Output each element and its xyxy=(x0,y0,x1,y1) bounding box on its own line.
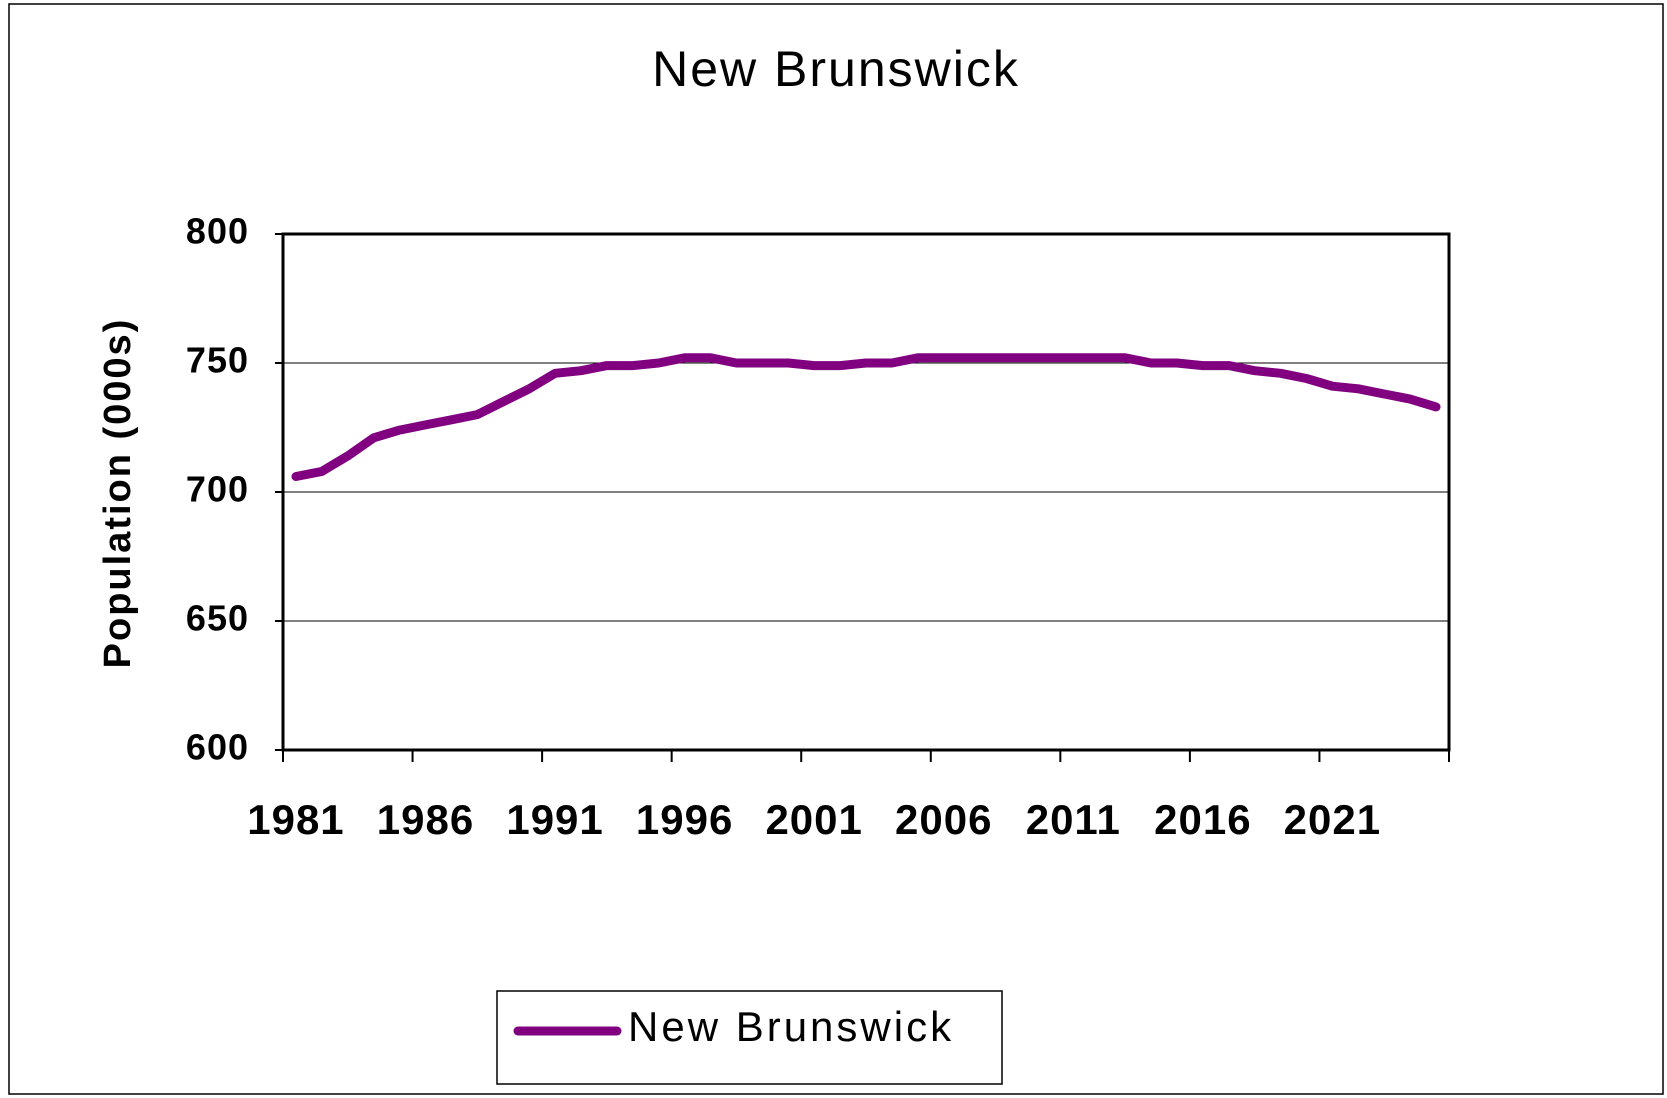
x-tick-label: 1986 xyxy=(377,796,474,843)
chart-title: New Brunswick xyxy=(652,41,1020,97)
plot-area xyxy=(281,232,1451,752)
chart-frame xyxy=(8,3,1664,1095)
x-tick-label: 2006 xyxy=(895,796,992,843)
x-tick-label: 2001 xyxy=(765,796,862,843)
x-tick-label: 2016 xyxy=(1154,796,1251,843)
x-tick-label: 1996 xyxy=(636,796,733,843)
x-tick-label: 2021 xyxy=(1284,796,1381,843)
line-series xyxy=(291,353,1441,481)
y-tick-label: 800 xyxy=(186,211,249,252)
y-tick-label: 750 xyxy=(186,340,249,381)
x-tick-label: 1981 xyxy=(247,796,344,843)
y-axis-label: Population (000s) xyxy=(97,318,139,669)
y-tick-label: 600 xyxy=(186,727,249,768)
y-tick-label: 650 xyxy=(186,598,249,639)
y-tick-label: 700 xyxy=(186,469,249,510)
x-tick-label: 1991 xyxy=(506,796,603,843)
legend-box xyxy=(496,990,1003,1085)
legend-label: New Brunswick xyxy=(628,1003,954,1050)
x-tick-label: 2011 xyxy=(1026,796,1121,843)
